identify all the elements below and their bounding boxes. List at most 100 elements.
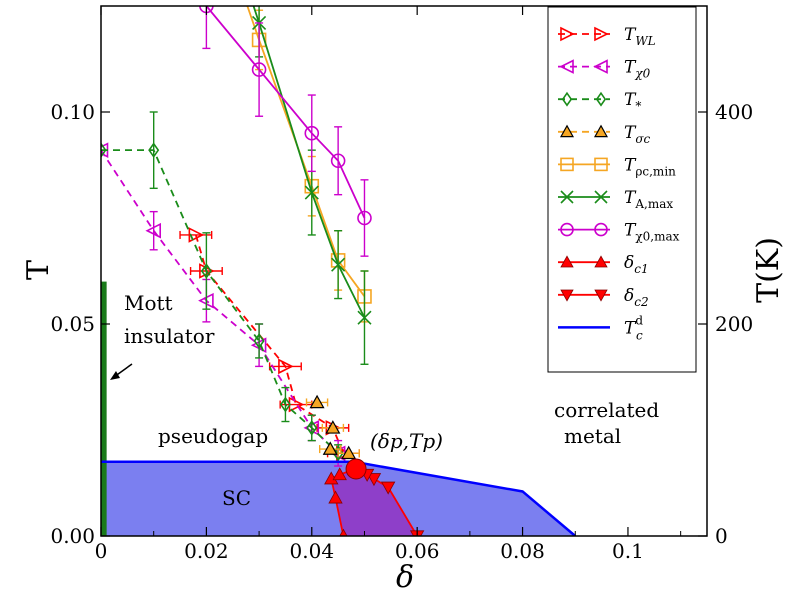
marker-T_WL [188, 227, 205, 243]
marker-T_star [200, 263, 212, 279]
legend-entry-T_A_max: TA,max [558, 188, 673, 211]
marker-T_sigma_c [309, 394, 325, 409]
legend-marker-T_chi0_max [594, 222, 608, 237]
x-tick-label: 0 [95, 539, 108, 563]
legend-marker-delta_c2 [594, 289, 608, 302]
legend-entry-T_chi0: Tχ0 [558, 58, 651, 81]
legend-marker-T_rho_c_min [594, 157, 608, 172]
marker-T_sigma_c [322, 441, 338, 455]
series-line-T_chi0 [101, 149, 339, 454]
marker-T_sigma_c [325, 420, 341, 434]
critical-point-marker [345, 458, 367, 480]
legend-label-T_A_max: TA,max [624, 188, 673, 211]
marker-T_chi0_max [357, 210, 372, 226]
marker-T_chi0_max [304, 125, 320, 141]
legend-entry-delta_c1: δc1 [558, 253, 649, 276]
marker-delta_c2 [366, 473, 382, 487]
coexistence-region-fill [331, 469, 418, 536]
correlated-label-line1: correlated [554, 398, 659, 422]
y-tick-label: 0.05 [50, 312, 95, 336]
mott-label-line2: insulator [124, 324, 215, 348]
x-tick-label: 0.1 [612, 539, 644, 563]
marker-delta_c1 [328, 490, 343, 504]
marker-T_chi0_max [251, 62, 267, 77]
legend-marker-T_rho_c_min [560, 157, 574, 172]
legend-label-Tc_d: Td c [624, 313, 643, 342]
legend-entry-T_rho_c_min: Tρc,min [558, 155, 676, 178]
legend-label-delta_c1: δc1 [624, 253, 649, 276]
legend-marker-T_star [561, 91, 573, 107]
legend-marker-T_chi0 [559, 59, 574, 74]
marker-T_A_max [357, 310, 372, 325]
marker-T_WL [278, 358, 294, 375]
legend-marker-delta_c2 [560, 289, 574, 302]
x-tick-label: 0.08 [500, 539, 545, 563]
legend-entry-T_sigma_c: Tσc [558, 123, 651, 146]
legend-marker-T_star [595, 91, 607, 107]
marker-T_star [148, 142, 160, 159]
legend-label-delta_c2: δc2 [624, 286, 649, 309]
marker-T_chi0_max [330, 153, 346, 169]
sc-label: SC [222, 486, 251, 510]
y-tick-label: 0.10 [50, 100, 95, 124]
pseudogap-label: pseudogap [158, 424, 268, 448]
series-line-T_WL [194, 234, 345, 454]
legend-label-T_rho_c_min: Tρc,min [624, 155, 676, 178]
legend-label-T_chi0_max: Tχ0,max [624, 221, 680, 244]
legend-marker-T_sigma_c [593, 124, 609, 138]
y2-tick-label: 200 [715, 312, 753, 336]
legend-label-T_star: T* [624, 90, 641, 113]
correlated-label-line2: metal [564, 424, 621, 448]
y2-tick-label: 0 [715, 524, 728, 548]
series-T_rho_c_min [246, 6, 372, 323]
y2-tick-label: 400 [715, 100, 753, 124]
legend-entry-T_WL: TWL [558, 25, 656, 48]
marker-delta_c2 [381, 481, 396, 495]
legend-marker-T_WL [594, 26, 609, 42]
legend: TWL Tχ0 T* Tσc Tρc,min TA,max Tχ0,max δc1 δc2 Td c [547, 6, 697, 373]
x-tick-label: 0.06 [395, 539, 440, 563]
marker-delta_c1 [332, 467, 347, 481]
legend-marker-T_A_max [560, 190, 574, 204]
y-axis-title: T [21, 260, 56, 280]
series-T_chi0_max [199, 6, 372, 257]
legend-marker-delta_c1 [594, 255, 608, 268]
series-T_A_max [252, 6, 372, 365]
series-layer [101, 6, 577, 536]
legend-marker-T_chi0 [593, 59, 608, 74]
marker-T_sigma_c [341, 445, 357, 460]
legend-label-T_sigma_c: Tσc [624, 123, 651, 146]
marker-T_A_max [304, 185, 319, 200]
y2-axis-title: T(K) [751, 237, 786, 303]
x-tick-label: 0.02 [184, 539, 229, 563]
mott-insulator-bar [101, 281, 107, 536]
legend-marker-T_chi0_max [560, 222, 574, 237]
marker-T_A_max [331, 257, 346, 272]
mott-label-line1: Mott [124, 291, 173, 315]
marker-T_star [306, 419, 318, 436]
marker-T_chi0 [145, 222, 161, 239]
x-axis-title: δ [396, 560, 414, 592]
legend-entry-T_star: T* [558, 90, 641, 113]
mott-arrowhead [110, 371, 120, 380]
series-T_sigma_c [305, 394, 360, 460]
marker-T_star [101, 142, 107, 159]
legend-entry-delta_c2: δc2 [558, 286, 649, 309]
critical-point-label: (δp,Tp) [370, 429, 443, 453]
x-tick-label: 0.04 [290, 539, 335, 563]
legend-marker-T_sigma_c [559, 124, 575, 138]
y-tick-label: 0.00 [50, 524, 95, 548]
legend-marker-T_A_max [594, 190, 608, 204]
marker-T_star [279, 396, 291, 413]
plot-frame [100, 5, 708, 537]
legend-entry-Tc_d: Td c [558, 313, 643, 342]
series-T_star [101, 111, 344, 463]
marker-T_star [253, 333, 265, 349]
legend-label-T_WL: TWL [624, 25, 656, 48]
legend-label-T_chi0: Tχ0 [624, 58, 651, 81]
axis-ticks: 0 0.02 0.04 0.06 0.08 0.1 0.00 0.05 0.10 0 200 400 [50, 6, 753, 563]
legend-marker-T_WL [560, 26, 575, 42]
legend-entry-T_chi0_max: Tχ0,max [558, 221, 680, 244]
legend-marker-delta_c1 [560, 255, 574, 268]
